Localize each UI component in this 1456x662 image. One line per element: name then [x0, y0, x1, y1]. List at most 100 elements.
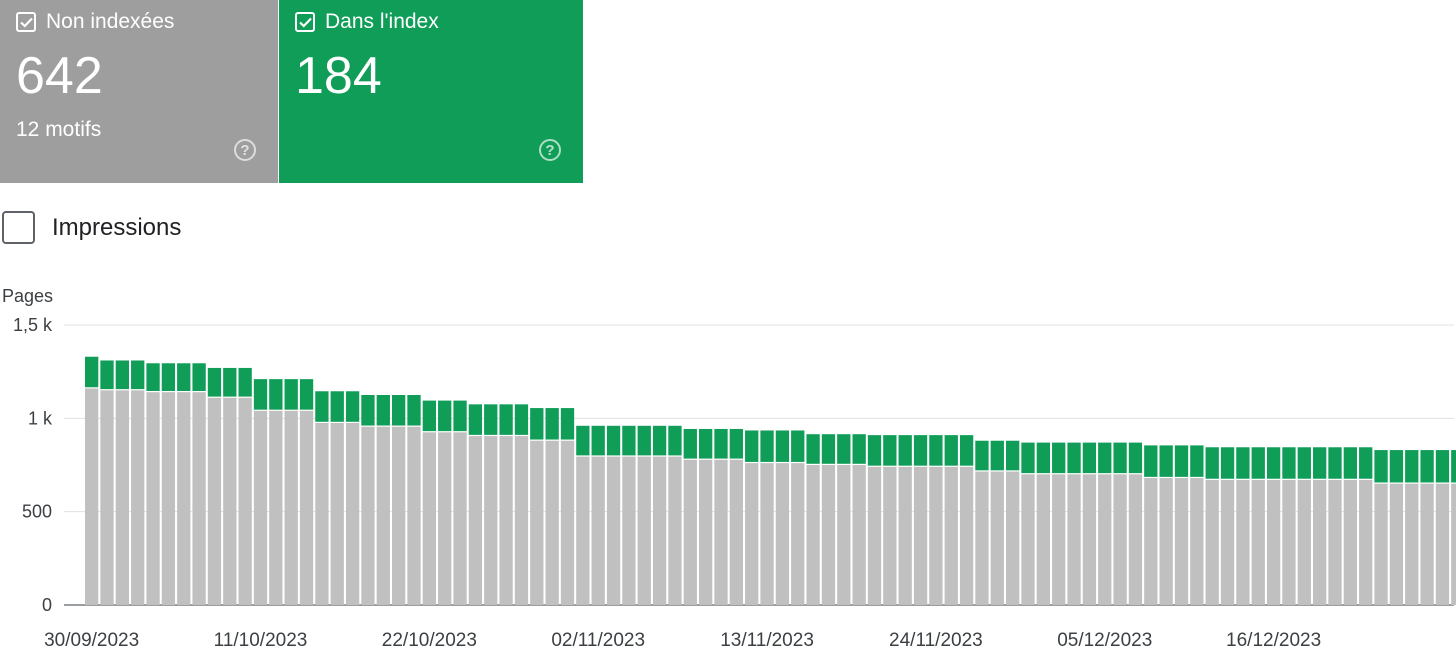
- bar-non-indexed[interactable]: [514, 436, 529, 605]
- bar-indexed[interactable]: [1266, 447, 1281, 479]
- bar-non-indexed[interactable]: [422, 432, 436, 605]
- bar-indexed[interactable]: [867, 435, 882, 466]
- bar-non-indexed[interactable]: [1159, 478, 1173, 605]
- bar-non-indexed[interactable]: [1282, 479, 1296, 605]
- bar-non-indexed[interactable]: [867, 466, 882, 605]
- bar-non-indexed[interactable]: [1374, 483, 1388, 605]
- bar-non-indexed[interactable]: [791, 463, 805, 605]
- bar-non-indexed[interactable]: [959, 466, 974, 605]
- bar-non-indexed[interactable]: [806, 465, 820, 605]
- bar-indexed[interactable]: [714, 428, 728, 459]
- bar-indexed[interactable]: [606, 425, 621, 456]
- bar-non-indexed[interactable]: [238, 397, 252, 605]
- bar-non-indexed[interactable]: [376, 426, 390, 605]
- bar-indexed[interactable]: [837, 434, 851, 464]
- bar-non-indexed[interactable]: [545, 440, 559, 605]
- bar-non-indexed[interactable]: [929, 466, 943, 605]
- bar-indexed[interactable]: [177, 363, 191, 391]
- bar-non-indexed[interactable]: [745, 463, 759, 605]
- checkbox-unchecked-icon[interactable]: [2, 211, 35, 244]
- bar-indexed[interactable]: [791, 430, 805, 462]
- bar-non-indexed[interactable]: [85, 388, 99, 605]
- bar-indexed[interactable]: [852, 434, 866, 464]
- bar-indexed[interactable]: [699, 428, 713, 459]
- bar-indexed[interactable]: [392, 395, 406, 426]
- bar-indexed[interactable]: [1251, 447, 1265, 479]
- bar-non-indexed[interactable]: [115, 390, 129, 605]
- bar-indexed[interactable]: [729, 428, 743, 459]
- bar-indexed[interactable]: [1420, 450, 1434, 483]
- bar-non-indexed[interactable]: [1389, 483, 1404, 605]
- bar-indexed[interactable]: [883, 435, 897, 466]
- bar-indexed[interactable]: [315, 391, 329, 422]
- bar-indexed[interactable]: [1036, 442, 1050, 474]
- bar-non-indexed[interactable]: [622, 456, 636, 605]
- bar-indexed[interactable]: [622, 425, 636, 456]
- bar-non-indexed[interactable]: [576, 456, 590, 605]
- bar-non-indexed[interactable]: [652, 456, 667, 605]
- bar-non-indexed[interactable]: [852, 465, 866, 605]
- bar-non-indexed[interactable]: [1052, 474, 1066, 605]
- bar-non-indexed[interactable]: [453, 432, 467, 605]
- help-icon[interactable]: ?: [234, 139, 256, 161]
- bar-indexed[interactable]: [545, 408, 559, 440]
- bar-non-indexed[interactable]: [1098, 474, 1112, 605]
- bar-indexed[interactable]: [1220, 447, 1235, 479]
- bar-indexed[interactable]: [683, 428, 697, 459]
- bar-indexed[interactable]: [269, 379, 283, 410]
- bar-non-indexed[interactable]: [1128, 474, 1143, 605]
- bar-non-indexed[interactable]: [361, 426, 375, 605]
- bar-indexed[interactable]: [484, 404, 498, 435]
- bar-non-indexed[interactable]: [1359, 479, 1373, 605]
- bar-indexed[interactable]: [345, 391, 360, 422]
- bar-non-indexed[interactable]: [683, 459, 697, 605]
- bar-non-indexed[interactable]: [1144, 478, 1158, 605]
- bar-indexed[interactable]: [560, 408, 575, 440]
- bar-indexed[interactable]: [898, 435, 912, 466]
- bar-indexed[interactable]: [1113, 442, 1127, 474]
- bar-non-indexed[interactable]: [1420, 483, 1434, 605]
- bar-indexed[interactable]: [1067, 442, 1081, 474]
- bar-indexed[interactable]: [514, 404, 529, 435]
- checkbox-checked-icon[interactable]: [16, 12, 36, 32]
- bar-indexed[interactable]: [438, 400, 452, 432]
- bar-non-indexed[interactable]: [837, 465, 851, 605]
- bar-indexed[interactable]: [115, 360, 129, 390]
- bar-indexed[interactable]: [161, 363, 176, 391]
- bar-non-indexed[interactable]: [1082, 474, 1097, 605]
- bar-non-indexed[interactable]: [1067, 474, 1081, 605]
- bar-indexed[interactable]: [1435, 450, 1450, 483]
- bar-indexed[interactable]: [821, 434, 836, 464]
- bar-indexed[interactable]: [238, 367, 252, 397]
- bar-non-indexed[interactable]: [1451, 483, 1456, 605]
- bar-non-indexed[interactable]: [192, 392, 206, 605]
- bar-non-indexed[interactable]: [530, 440, 544, 605]
- bar-non-indexed[interactable]: [299, 410, 314, 605]
- bar-non-indexed[interactable]: [269, 410, 283, 605]
- bar-non-indexed[interactable]: [1343, 479, 1357, 605]
- bar-non-indexed[interactable]: [161, 392, 176, 605]
- bar-indexed[interactable]: [1236, 447, 1250, 479]
- bar-indexed[interactable]: [1205, 447, 1219, 479]
- bar-indexed[interactable]: [207, 367, 222, 397]
- bar-non-indexed[interactable]: [1205, 479, 1219, 605]
- bar-indexed[interactable]: [975, 440, 989, 471]
- bar-indexed[interactable]: [85, 356, 99, 388]
- bar-indexed[interactable]: [1190, 445, 1204, 477]
- bar-non-indexed[interactable]: [821, 465, 836, 605]
- bar-non-indexed[interactable]: [392, 426, 406, 605]
- bar-indexed[interactable]: [530, 408, 544, 440]
- bar-indexed[interactable]: [1405, 450, 1419, 483]
- bar-non-indexed[interactable]: [177, 392, 191, 605]
- bar-non-indexed[interactable]: [207, 397, 222, 605]
- bar-non-indexed[interactable]: [315, 423, 329, 605]
- bar-indexed[interactable]: [591, 425, 605, 456]
- bar-non-indexed[interactable]: [1328, 479, 1342, 605]
- bar-non-indexed[interactable]: [883, 466, 897, 605]
- bar-indexed[interactable]: [929, 435, 943, 466]
- bar-indexed[interactable]: [1389, 450, 1404, 483]
- bar-indexed[interactable]: [990, 440, 1004, 471]
- bar-indexed[interactable]: [652, 425, 667, 456]
- bar-non-indexed[interactable]: [668, 456, 682, 605]
- bar-indexed[interactable]: [1328, 447, 1342, 479]
